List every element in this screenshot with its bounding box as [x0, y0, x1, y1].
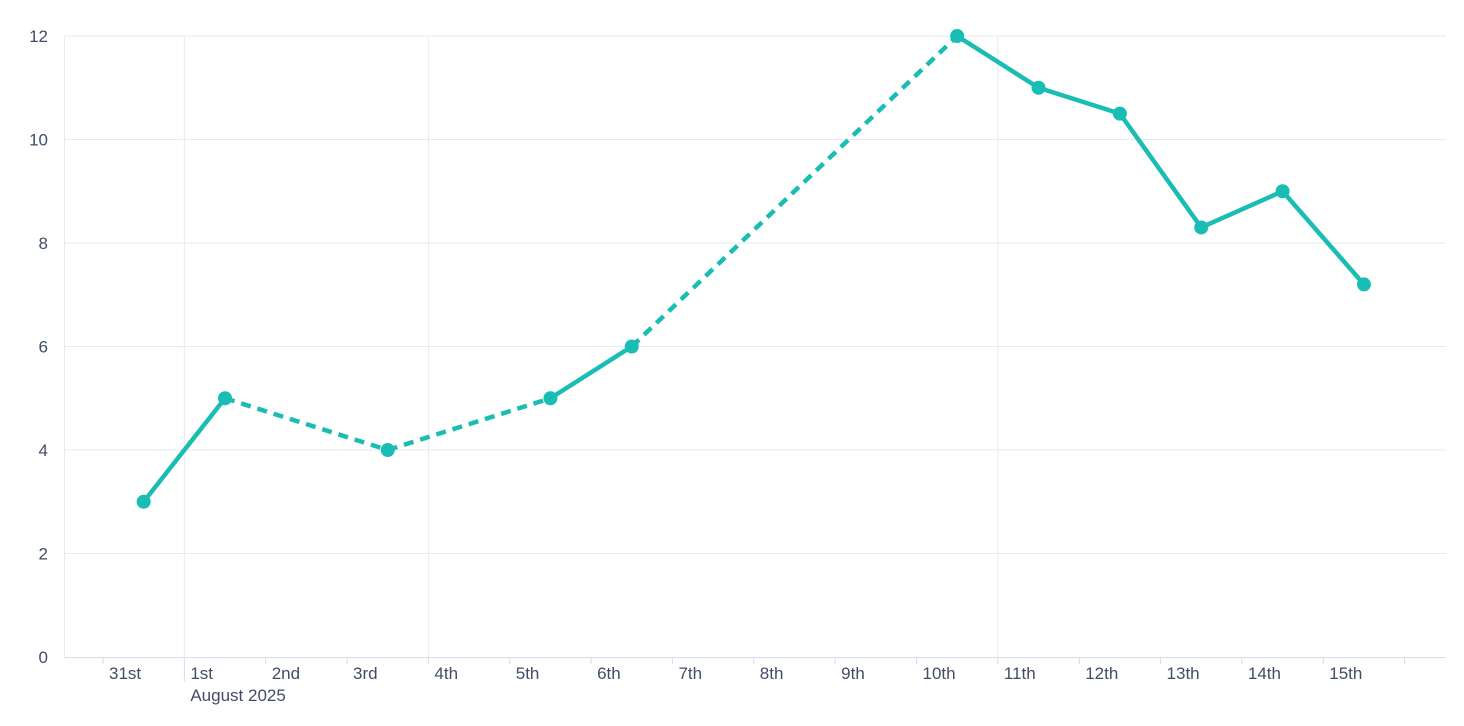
x-tick-label: 15th: [1329, 664, 1362, 683]
line-segment-solid: [1280, 189, 1367, 287]
y-tick-label: 10: [29, 131, 48, 150]
y-tick-label: 0: [39, 648, 48, 667]
line-segment-dashed: [224, 396, 389, 453]
x-tick-label: 6th: [597, 664, 621, 683]
x-tick-label: 7th: [678, 664, 702, 683]
y-tick-label: 12: [29, 27, 48, 46]
x-tick-label: 12th: [1085, 664, 1118, 683]
x-tick-label: 9th: [841, 664, 865, 683]
data-point-marker[interactable]: [1356, 277, 1371, 292]
data-point-marker[interactable]: [218, 391, 233, 406]
x-axis-month-label: August 2025: [190, 686, 285, 705]
x-tick-label: 3rd: [353, 664, 378, 683]
y-tick-label: 6: [39, 338, 48, 357]
x-tick-label: 4th: [434, 664, 458, 683]
line-segment-dashed: [630, 34, 959, 349]
data-point-marker[interactable]: [380, 443, 395, 457]
data-point-marker[interactable]: [136, 494, 151, 509]
data-point-marker[interactable]: [1112, 106, 1127, 121]
x-tick-label: 11th: [1004, 664, 1036, 683]
x-tick-label: 10th: [923, 664, 956, 683]
y-tick-label: 2: [39, 545, 48, 564]
x-tick-label: 31st: [109, 664, 141, 683]
data-point-marker[interactable]: [950, 29, 965, 43]
data-point-marker[interactable]: [624, 339, 639, 354]
x-tick-label: 1st: [190, 664, 213, 683]
y-tick-label: 8: [39, 234, 48, 253]
data-point-marker[interactable]: [1194, 220, 1209, 235]
data-point-marker[interactable]: [1275, 184, 1290, 199]
line-segment-solid: [1036, 85, 1123, 116]
line-segment-solid: [548, 344, 635, 401]
line-segment-solid: [954, 33, 1041, 90]
data-point-marker[interactable]: [543, 391, 558, 406]
line-segment-solid: [1117, 111, 1204, 230]
line-segment-solid: [1198, 189, 1285, 230]
line-segment-solid: [141, 396, 228, 504]
y-tick-label: 4: [39, 441, 48, 460]
x-tick-label: 8th: [760, 664, 784, 683]
data-point-marker[interactable]: [1031, 80, 1046, 95]
line-segment-dashed: [387, 396, 552, 453]
x-tick-label: 5th: [516, 664, 540, 683]
x-tick-label: 14th: [1248, 664, 1281, 683]
x-tick-label: 13th: [1167, 664, 1200, 683]
x-tick-label: 2nd: [272, 664, 300, 683]
